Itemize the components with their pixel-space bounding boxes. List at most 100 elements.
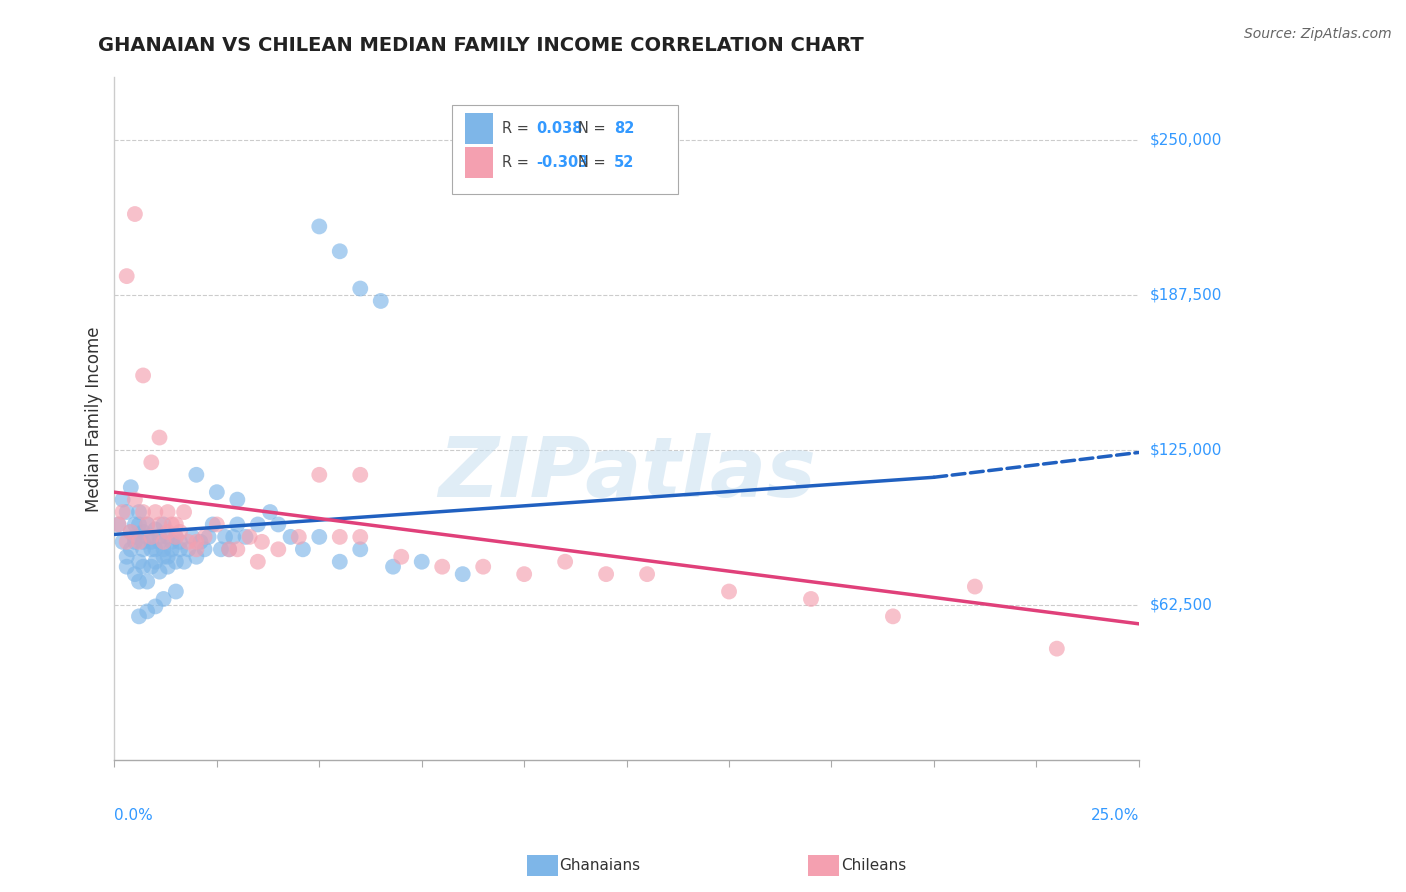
Point — [152, 517, 174, 532]
Point — [115, 549, 138, 564]
Text: 82: 82 — [614, 121, 634, 136]
Point — [136, 530, 159, 544]
Point — [156, 549, 179, 564]
Point — [136, 604, 159, 618]
Point — [107, 517, 129, 532]
Point — [246, 555, 269, 569]
Point — [267, 542, 290, 557]
Point — [246, 517, 269, 532]
Point — [329, 244, 352, 259]
Point — [349, 467, 371, 482]
Point — [201, 517, 224, 532]
Point — [205, 517, 228, 532]
Point — [472, 559, 495, 574]
Point — [432, 559, 454, 574]
Point — [595, 567, 617, 582]
Point — [513, 567, 536, 582]
Point — [115, 505, 138, 519]
Point — [124, 207, 146, 221]
Point — [124, 492, 146, 507]
Point — [128, 555, 150, 569]
Point — [349, 281, 371, 295]
Point — [111, 505, 134, 519]
Point — [156, 559, 179, 574]
Text: N =: N = — [578, 155, 610, 170]
Point — [141, 559, 163, 574]
Point — [169, 542, 191, 557]
Point — [291, 542, 314, 557]
Point — [197, 530, 219, 544]
Point — [190, 534, 212, 549]
Point — [451, 567, 474, 582]
Point — [370, 293, 392, 308]
Text: 0.0%: 0.0% — [114, 808, 153, 823]
Point — [186, 467, 208, 482]
Point — [120, 542, 142, 557]
Point — [963, 580, 986, 594]
Point — [136, 517, 159, 532]
Point — [160, 534, 183, 549]
FancyBboxPatch shape — [465, 147, 494, 178]
Point — [280, 530, 302, 544]
Point — [329, 555, 352, 569]
Text: $62,500: $62,500 — [1150, 598, 1213, 613]
Point — [148, 534, 170, 549]
Point — [124, 567, 146, 582]
Point — [288, 530, 311, 544]
Text: $250,000: $250,000 — [1150, 132, 1222, 147]
Point — [132, 559, 155, 574]
Y-axis label: Median Family Income: Median Family Income — [86, 326, 103, 512]
Point — [382, 559, 405, 574]
Point — [128, 574, 150, 589]
Point — [308, 219, 330, 234]
Point — [177, 542, 200, 557]
Point — [160, 517, 183, 532]
Point — [120, 524, 142, 539]
Text: Ghanaians: Ghanaians — [560, 858, 641, 872]
Point — [218, 542, 240, 557]
Text: -0.303: -0.303 — [537, 155, 589, 170]
Point — [145, 523, 167, 537]
Point — [115, 559, 138, 574]
Point — [165, 530, 187, 544]
Text: R =: R = — [502, 121, 533, 136]
Point — [554, 555, 576, 569]
Point — [120, 480, 142, 494]
Point — [259, 505, 281, 519]
Point — [145, 542, 167, 557]
Point — [267, 517, 290, 532]
Point — [186, 534, 208, 549]
Point — [165, 584, 187, 599]
Point — [239, 530, 262, 544]
Point — [128, 609, 150, 624]
FancyBboxPatch shape — [453, 104, 678, 194]
Point — [132, 368, 155, 383]
Point — [136, 517, 159, 532]
Point — [165, 530, 187, 544]
Point — [156, 530, 179, 544]
Point — [308, 467, 330, 482]
Point — [882, 609, 904, 624]
Point — [111, 534, 134, 549]
Point — [165, 517, 187, 532]
Point — [145, 599, 167, 614]
Point — [177, 534, 200, 549]
Point — [111, 492, 134, 507]
Point — [718, 584, 741, 599]
Point — [250, 534, 273, 549]
Point — [226, 492, 249, 507]
Text: 0.038: 0.038 — [537, 121, 583, 136]
Point — [152, 542, 174, 557]
Point — [169, 534, 191, 549]
Point — [193, 542, 215, 557]
Point — [148, 517, 170, 532]
Point — [148, 565, 170, 579]
Point — [148, 431, 170, 445]
Text: $187,500: $187,500 — [1150, 287, 1222, 302]
Point — [349, 542, 371, 557]
Text: $125,000: $125,000 — [1150, 442, 1222, 458]
Point — [349, 530, 371, 544]
Point — [124, 530, 146, 544]
Point — [124, 517, 146, 532]
Point — [115, 534, 138, 549]
